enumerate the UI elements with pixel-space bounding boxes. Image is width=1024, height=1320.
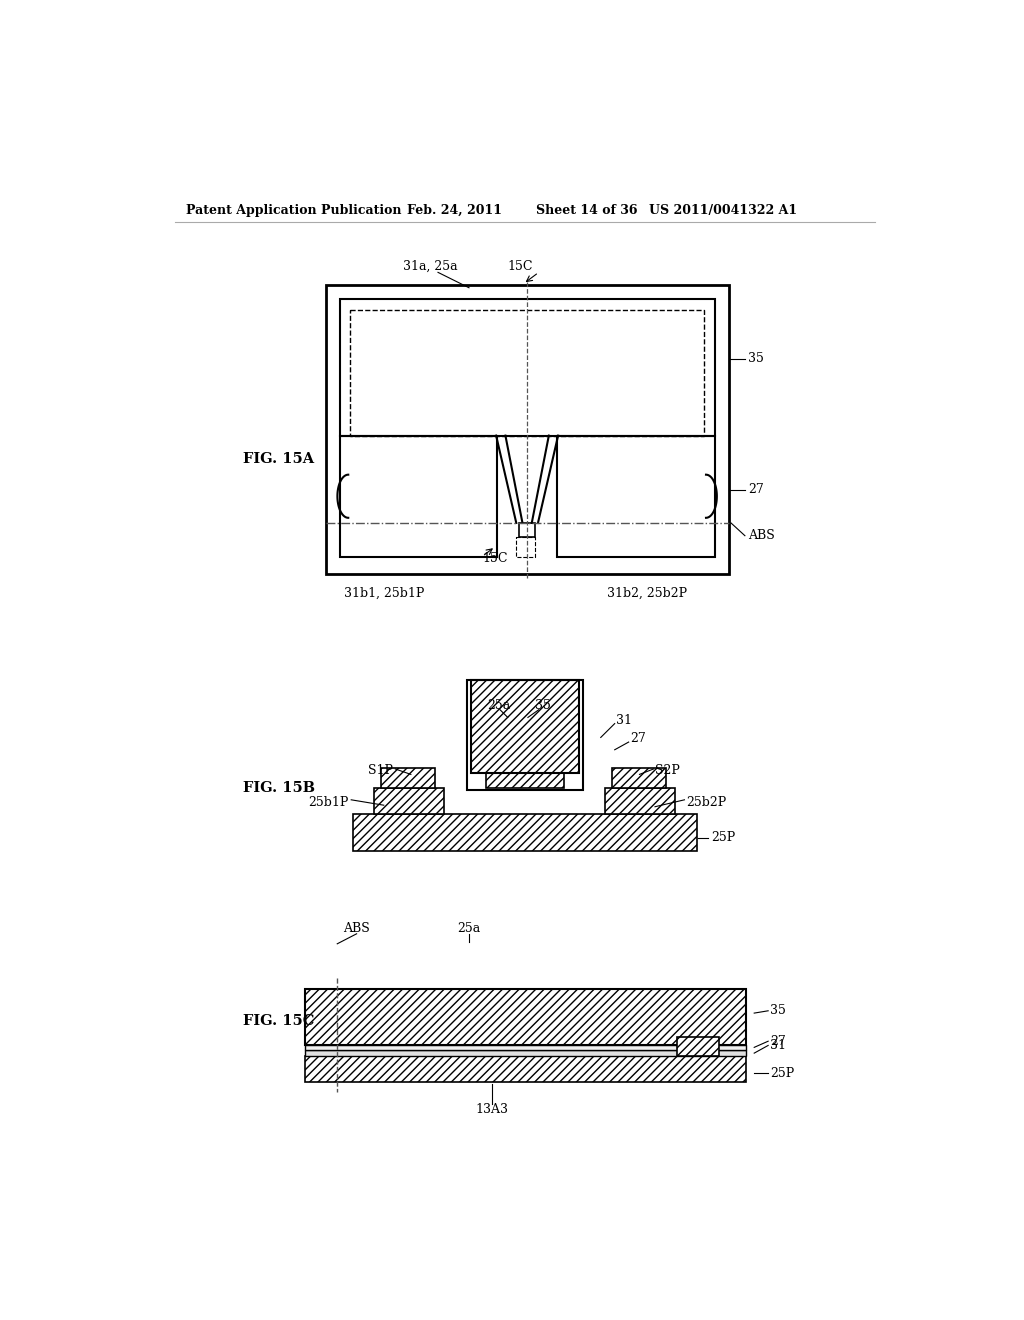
Bar — [467, 681, 583, 789]
Bar — [350, 310, 703, 436]
Bar — [305, 1051, 746, 1056]
Bar — [519, 523, 535, 537]
Bar — [557, 436, 715, 557]
Text: 35: 35 — [770, 1005, 785, 1018]
Bar — [677, 1038, 719, 1056]
Text: 15C: 15C — [508, 260, 534, 273]
Bar — [375, 788, 444, 814]
Text: 27: 27 — [748, 483, 764, 496]
Bar — [305, 989, 746, 1044]
Text: 27: 27 — [770, 1035, 785, 1048]
Text: S1P: S1P — [368, 764, 393, 777]
Text: 27: 27 — [630, 733, 646, 746]
Text: 25a: 25a — [458, 921, 480, 935]
Text: 31a, 25a: 31a, 25a — [402, 260, 458, 273]
Text: 25P: 25P — [770, 1067, 794, 1080]
Text: S2P: S2P — [655, 764, 680, 777]
Text: 25b1P: 25b1P — [308, 796, 349, 809]
Bar — [611, 768, 666, 788]
Text: 15C: 15C — [482, 552, 508, 565]
Text: 31b2, 25b2P: 31b2, 25b2P — [607, 587, 687, 601]
Bar — [471, 681, 579, 774]
Bar — [340, 300, 715, 436]
Text: FIG. 15A: FIG. 15A — [243, 451, 313, 466]
Bar — [516, 537, 535, 557]
Text: 25b2P: 25b2P — [686, 796, 726, 809]
Text: 31: 31 — [616, 714, 632, 727]
Text: 25P: 25P — [711, 832, 735, 843]
Text: Feb. 24, 2011: Feb. 24, 2011 — [407, 205, 502, 218]
Bar — [605, 788, 675, 814]
Text: US 2011/0041322 A1: US 2011/0041322 A1 — [649, 205, 797, 218]
Text: Sheet 14 of 36: Sheet 14 of 36 — [537, 205, 638, 218]
Text: 31: 31 — [770, 1039, 785, 1052]
Bar — [305, 1044, 746, 1051]
Bar — [352, 814, 697, 851]
Text: FIG. 15B: FIG. 15B — [243, 781, 314, 795]
Text: 13A3: 13A3 — [476, 1102, 509, 1115]
Text: ABS: ABS — [343, 921, 370, 935]
Bar — [340, 436, 497, 557]
Text: 25a: 25a — [486, 698, 510, 711]
Text: 35: 35 — [748, 352, 764, 366]
Bar — [305, 1056, 746, 1082]
Text: ABS: ABS — [748, 529, 775, 543]
Text: 31b1, 25b1P: 31b1, 25b1P — [344, 587, 424, 601]
Bar — [326, 285, 729, 574]
Bar — [381, 768, 435, 788]
Bar — [486, 774, 563, 788]
Text: 35: 35 — [535, 698, 551, 711]
Text: FIG. 15C: FIG. 15C — [243, 1014, 314, 1028]
Text: Patent Application Publication: Patent Application Publication — [186, 205, 401, 218]
